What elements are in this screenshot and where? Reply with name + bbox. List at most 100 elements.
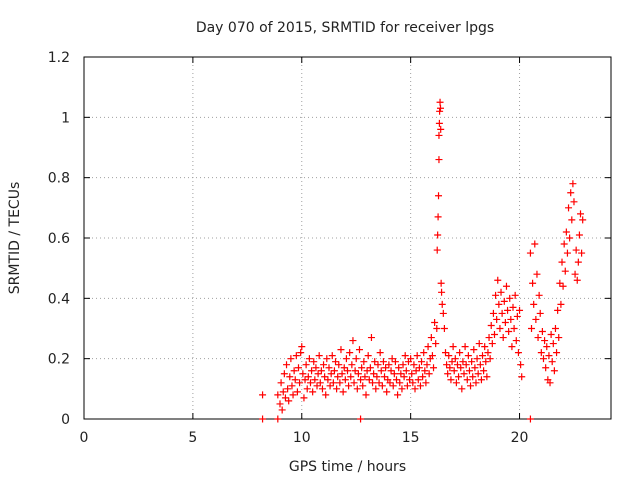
grid-lines [84, 57, 611, 419]
data-point [550, 367, 558, 375]
data-point [432, 340, 440, 348]
data-point [415, 364, 423, 372]
data-point [303, 385, 311, 393]
data-point [357, 415, 365, 423]
data-point [483, 373, 491, 381]
data-point [496, 325, 504, 332]
data-point [435, 192, 443, 200]
data-point [337, 346, 345, 354]
data-point [513, 312, 521, 320]
data-point [290, 367, 298, 375]
data-point [495, 300, 503, 308]
data-point [301, 376, 309, 384]
data-point [539, 355, 547, 363]
data-point [501, 318, 509, 326]
data-point [511, 291, 519, 299]
data-point [345, 382, 353, 390]
data-point [316, 379, 324, 387]
y-tick-label: 0.6 [48, 231, 70, 247]
data-point [333, 385, 341, 393]
data-point [451, 355, 459, 363]
data-point [571, 270, 579, 278]
data-point [357, 376, 365, 384]
data-point [573, 276, 581, 284]
data-point [360, 358, 368, 366]
data-point [352, 355, 360, 363]
data-point [448, 358, 456, 366]
data-point [398, 385, 406, 393]
data-point [542, 364, 550, 372]
data-point [487, 321, 495, 329]
data-point [565, 204, 573, 212]
data-point [285, 397, 293, 405]
plot-area-border [83, 56, 612, 420]
data-point [278, 406, 286, 414]
data-point [535, 291, 543, 299]
data-point [288, 382, 296, 390]
data-point [548, 358, 556, 366]
data-point [480, 367, 488, 375]
data-point [505, 328, 513, 336]
data-point [338, 370, 346, 378]
data-point [551, 325, 559, 332]
data-point [346, 349, 354, 357]
data-point [298, 343, 306, 351]
data-point [507, 315, 515, 323]
data-point [477, 376, 485, 384]
data-point [325, 364, 333, 372]
data-point [259, 415, 267, 423]
data-point [545, 352, 553, 360]
data-point [318, 385, 326, 393]
data-point [308, 367, 316, 375]
data-point [283, 361, 291, 369]
data-point [504, 306, 512, 314]
data-point [314, 370, 322, 378]
data-point [289, 391, 297, 399]
data-point [408, 370, 416, 378]
data-point [518, 373, 526, 381]
data-point [435, 131, 443, 139]
data-point [468, 358, 476, 366]
data-point [300, 394, 308, 402]
data-point [446, 364, 454, 372]
data-point [379, 358, 387, 366]
data-point [383, 388, 391, 396]
data-point [312, 364, 320, 372]
data-point [457, 364, 465, 372]
data-point [416, 382, 424, 390]
data-point [458, 385, 466, 393]
data-point [370, 370, 378, 378]
data-point [309, 388, 317, 396]
data-point [391, 358, 399, 366]
axis-ticks: 0 5 10 15 20 0 0.2 0.4 0.6 0.8 1 1.2 [48, 50, 611, 446]
data-point [450, 367, 458, 375]
data-point [401, 352, 409, 360]
data-point [465, 367, 473, 375]
data-point [498, 309, 506, 317]
data-point [317, 367, 325, 375]
data-point [396, 379, 404, 387]
data-point [407, 355, 415, 363]
data-point [378, 382, 386, 390]
data-point [562, 228, 570, 236]
data-point [423, 361, 431, 369]
y-tick-label: 1 [61, 110, 70, 126]
data-point [392, 376, 400, 384]
y-tick-label: 0 [61, 412, 70, 428]
data-point [421, 367, 429, 375]
data-point [508, 343, 516, 351]
data-point [449, 343, 457, 351]
data-point [341, 376, 349, 384]
data-point [462, 361, 470, 369]
data-point [445, 352, 453, 360]
data-point [323, 355, 331, 363]
data-point [375, 379, 383, 387]
data-point [287, 355, 295, 363]
data-point [297, 349, 305, 357]
data-point [482, 358, 490, 366]
data-point [430, 364, 438, 372]
data-point [322, 391, 330, 399]
data-point [474, 370, 482, 378]
data-point [431, 318, 439, 326]
